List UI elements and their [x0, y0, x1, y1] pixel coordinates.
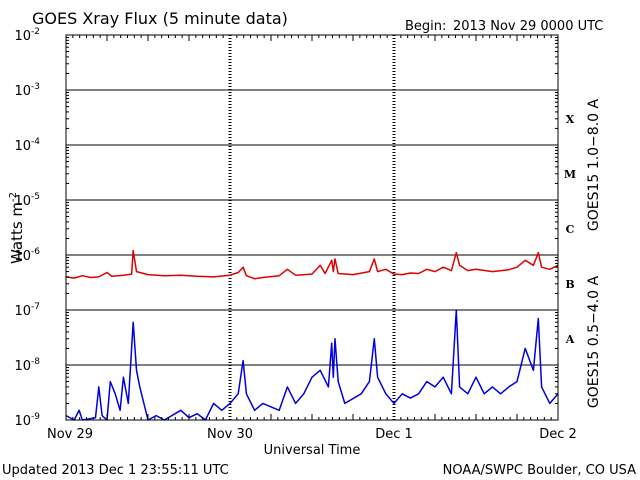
flare-classes: X M C B A — [564, 113, 576, 346]
x-ticks: Nov 29 Nov 30 Dec 1 Dec 2 — [47, 35, 577, 442]
y-tick-label: 10-4 — [14, 137, 40, 154]
grid — [66, 34, 558, 421]
plot-frame — [65, 34, 559, 421]
credit-text: NOAA/SWPC Boulder, CO USA — [443, 463, 636, 478]
flare-class-label: C — [566, 223, 575, 236]
y-ticks: 10-2 10-3 10-4 10-5 10-6 10-7 10-8 10-9 — [14, 27, 558, 429]
flare-class-label: X — [566, 113, 575, 126]
flare-class-label: A — [565, 333, 575, 346]
x-tick-label: Nov 29 — [47, 427, 93, 442]
y-axis-label-base: Watts m — [8, 202, 26, 264]
flare-class-label: M — [564, 168, 576, 181]
legend-short-channel: GOES15 0.5−4.0 A — [586, 276, 602, 409]
begin-value: 2013 Nov 29 0000 UTC — [453, 19, 603, 34]
updated-timestamp: Updated 2013 Dec 1 23:55:11 UTC — [2, 463, 229, 478]
y-tick-label: 10-5 — [14, 192, 40, 209]
x-tick-label: Dec 2 — [539, 427, 577, 442]
y-tick-label: 10-3 — [14, 82, 40, 99]
x-tick-label: Dec 1 — [375, 427, 413, 442]
series-layer — [65, 249, 559, 421]
legend-long-channel: GOES15 1.0−8.0 A — [586, 99, 602, 232]
y-tick-label: 10-8 — [14, 357, 40, 374]
y-tick-label: 10-6 — [14, 247, 40, 264]
series-short-channel-line — [65, 309, 559, 421]
series-long-channel-line — [65, 249, 559, 280]
y-axis-label-sup: -2 — [8, 192, 19, 202]
x-tick-label: Nov 30 — [207, 427, 253, 442]
y-axis-label: Watts m-2 — [8, 192, 26, 264]
flare-class-label: B — [565, 278, 574, 291]
chart-title: GOES Xray Flux (5 minute data) — [32, 9, 288, 28]
x-axis-label: Universal Time — [264, 443, 361, 458]
y-tick-label: 10-9 — [14, 412, 40, 429]
y-tick-label: 10-7 — [14, 302, 40, 319]
begin-label: Begin: — [405, 19, 446, 34]
y-tick-label: 10-2 — [14, 27, 40, 44]
